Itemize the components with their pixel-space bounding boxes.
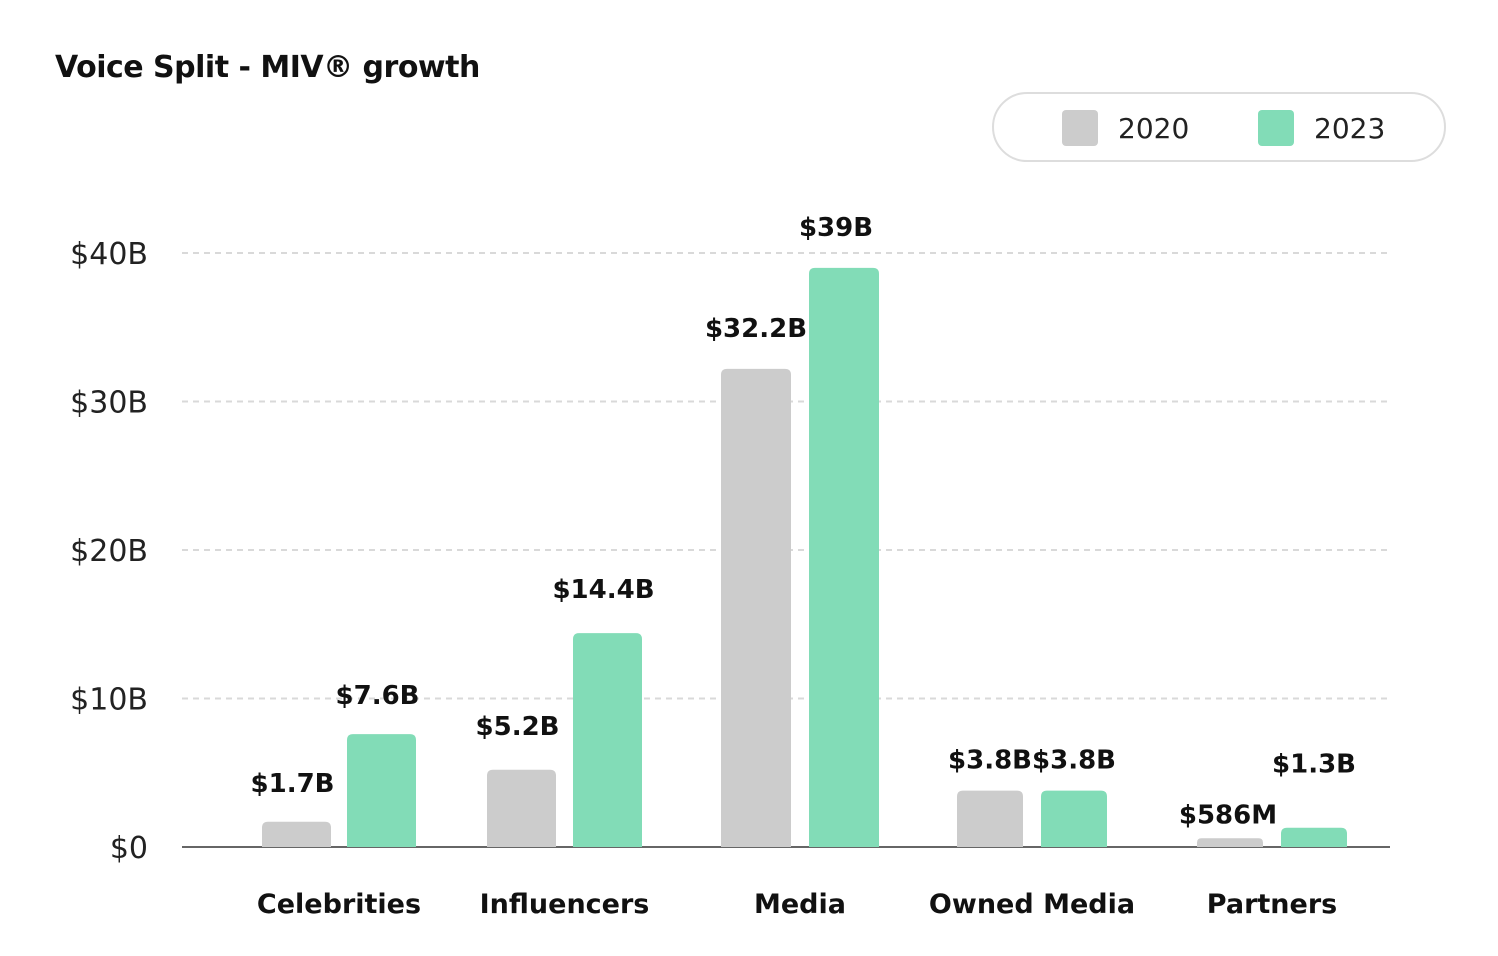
- legend-label-2023: 2023: [1314, 111, 1386, 145]
- x-tick-label: Influencers: [480, 889, 650, 920]
- bar-2020-partners: [1197, 838, 1263, 847]
- x-tick-label: Owned Media: [929, 889, 1135, 920]
- data-label: $3.8B: [948, 746, 1032, 776]
- legend-label-2020: 2020: [1118, 111, 1190, 145]
- bar-2023-owned-media: [1041, 790, 1107, 847]
- bar-2023-media: [809, 267, 879, 848]
- bar-2023-partners: [1281, 827, 1347, 847]
- bar-2023-influencers: [573, 633, 642, 847]
- data-label: $32.2B: [705, 314, 807, 344]
- y-tick-label: $20B: [70, 534, 148, 569]
- chart-title: Voice Split - MIV® growth: [55, 50, 480, 85]
- data-label: $14.4B: [552, 575, 654, 605]
- data-label: $586M: [1179, 800, 1277, 830]
- data-label: $3.8B: [1032, 746, 1116, 776]
- y-tick-label: $10B: [70, 683, 148, 718]
- y-tick-label: $0: [110, 831, 148, 866]
- data-label: $7.6B: [336, 681, 420, 711]
- data-label: $39B: [799, 213, 873, 243]
- legend-item-2020: 2020: [1062, 110, 1189, 146]
- data-label: $1.3B: [1272, 750, 1356, 780]
- y-tick-label: $30B: [70, 386, 148, 421]
- legend-swatch-2020: [1062, 110, 1098, 146]
- x-tick-label: Partners: [1207, 889, 1337, 920]
- bar-2020-celebrities: [262, 821, 331, 847]
- y-tick-label: $40B: [70, 237, 148, 272]
- x-tick-label: Media: [754, 889, 846, 920]
- legend: 2020 2023: [992, 92, 1446, 162]
- bar-2020-owned-media: [957, 790, 1023, 847]
- data-label: $5.2B: [476, 712, 560, 742]
- data-label: $1.7B: [251, 769, 335, 799]
- legend-swatch-2023: [1258, 110, 1294, 146]
- bar-2020-media: [721, 368, 791, 847]
- legend-item-2023: 2023: [1258, 110, 1385, 146]
- bar-2023-celebrities: [347, 734, 416, 847]
- x-tick-label: Celebrities: [257, 889, 421, 920]
- bar-2020-influencers: [487, 769, 556, 847]
